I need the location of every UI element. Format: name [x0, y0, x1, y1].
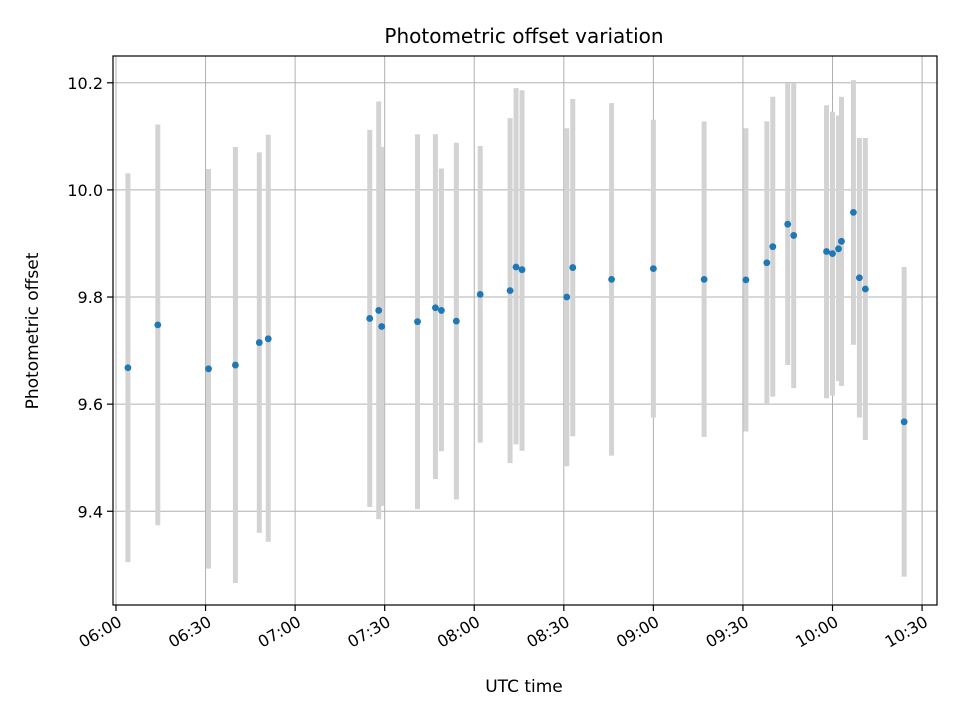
data-point — [518, 266, 526, 274]
plot-frame — [112, 55, 938, 606]
y-tick-label: 9.4 — [78, 502, 103, 521]
data-point — [255, 339, 263, 346]
data-point — [763, 259, 771, 267]
data-point — [850, 208, 857, 216]
data-point — [790, 232, 798, 239]
data-point — [438, 307, 445, 314]
data-point — [649, 265, 657, 273]
y-tick-label: 9.6 — [78, 395, 103, 414]
data-point — [205, 365, 212, 373]
data-point — [829, 250, 836, 258]
data-point — [264, 335, 272, 343]
data-point — [232, 361, 239, 369]
data-point — [900, 418, 908, 426]
data-point — [452, 317, 460, 325]
data-point — [838, 237, 845, 245]
data-point — [375, 307, 383, 314]
y-tick-label: 10.0 — [67, 181, 103, 200]
data-point — [366, 315, 374, 322]
data-point — [154, 321, 162, 329]
data-point — [432, 304, 439, 312]
data-point — [414, 318, 421, 326]
data-points — [124, 208, 908, 426]
data-point — [855, 274, 863, 282]
data-point — [569, 264, 577, 271]
data-point — [506, 287, 514, 294]
y-tick-label: 10.2 — [67, 74, 103, 93]
data-point — [769, 243, 777, 251]
data-point — [742, 276, 750, 284]
data-point — [608, 275, 615, 283]
data-point — [861, 285, 869, 293]
data-point — [700, 275, 708, 283]
data-point — [378, 323, 386, 330]
x-axis-label: UTC time — [485, 677, 563, 697]
data-point — [563, 293, 571, 301]
y-axis-label: Photometric offset — [23, 252, 43, 409]
data-point — [512, 263, 520, 271]
chart-title: Photometric offset variation — [384, 24, 663, 48]
data-point — [124, 364, 132, 372]
data-point — [476, 290, 484, 298]
data-point — [835, 245, 842, 253]
data-point — [823, 248, 830, 255]
y-tick-label: 9.8 — [78, 288, 103, 307]
data-point — [784, 220, 792, 228]
